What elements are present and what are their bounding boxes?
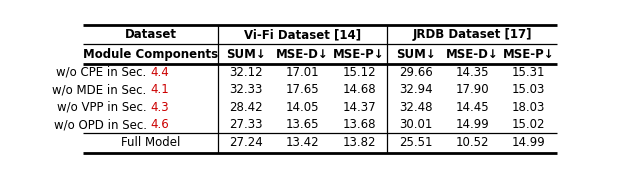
- Text: 14.99: 14.99: [512, 136, 545, 149]
- Text: 17.65: 17.65: [286, 83, 319, 96]
- Text: w/o OPD in Sec.: w/o OPD in Sec.: [54, 118, 150, 131]
- Text: SUM↓: SUM↓: [396, 48, 436, 61]
- Text: w/o CPE in Sec.: w/o CPE in Sec.: [56, 66, 150, 79]
- Text: 13.65: 13.65: [286, 118, 319, 131]
- Text: Dataset: Dataset: [124, 28, 177, 41]
- Text: 10.52: 10.52: [456, 136, 489, 149]
- Text: 27.33: 27.33: [230, 118, 263, 131]
- Text: 15.02: 15.02: [512, 118, 545, 131]
- Text: 18.03: 18.03: [512, 101, 545, 114]
- Text: 14.35: 14.35: [456, 66, 489, 79]
- Text: 15.12: 15.12: [343, 66, 376, 79]
- Text: MSE-D↓: MSE-D↓: [276, 48, 329, 61]
- Text: MSE-P↓: MSE-P↓: [503, 48, 554, 61]
- Text: JRDB Dataset [17]: JRDB Dataset [17]: [412, 28, 532, 41]
- Text: 14.68: 14.68: [343, 83, 376, 96]
- Text: Full Model: Full Model: [121, 136, 180, 149]
- Text: MSE-D↓: MSE-D↓: [446, 48, 499, 61]
- Text: 4.4: 4.4: [150, 66, 169, 79]
- Text: SUM↓: SUM↓: [227, 48, 266, 61]
- Text: 32.12: 32.12: [230, 66, 263, 79]
- Text: 15.31: 15.31: [512, 66, 545, 79]
- Text: MSE-P↓: MSE-P↓: [333, 48, 385, 61]
- Text: 29.66: 29.66: [399, 66, 432, 79]
- Text: Vi-Fi Dataset [14]: Vi-Fi Dataset [14]: [244, 28, 361, 41]
- Text: 30.01: 30.01: [399, 118, 432, 131]
- Text: 25.51: 25.51: [399, 136, 432, 149]
- Text: 4.1: 4.1: [150, 83, 169, 96]
- Text: 15.03: 15.03: [512, 83, 545, 96]
- Text: w/o VPP in Sec.: w/o VPP in Sec.: [57, 101, 150, 114]
- Text: 13.42: 13.42: [286, 136, 319, 149]
- Text: w/o MDE in Sec.: w/o MDE in Sec.: [52, 83, 150, 96]
- Text: 17.90: 17.90: [456, 83, 489, 96]
- Text: 17.01: 17.01: [286, 66, 319, 79]
- Text: 13.68: 13.68: [343, 118, 376, 131]
- Text: Module Components: Module Components: [83, 48, 218, 61]
- Text: 4.3: 4.3: [150, 101, 169, 114]
- Text: 13.82: 13.82: [343, 136, 376, 149]
- Text: 14.99: 14.99: [456, 118, 489, 131]
- Text: 27.24: 27.24: [230, 136, 263, 149]
- Text: 14.37: 14.37: [343, 101, 376, 114]
- Text: 14.45: 14.45: [456, 101, 489, 114]
- Text: 32.94: 32.94: [399, 83, 432, 96]
- Text: 14.05: 14.05: [286, 101, 319, 114]
- Text: 4.6: 4.6: [150, 118, 169, 131]
- Text: 32.48: 32.48: [399, 101, 432, 114]
- Text: 32.33: 32.33: [230, 83, 263, 96]
- Text: 28.42: 28.42: [230, 101, 263, 114]
